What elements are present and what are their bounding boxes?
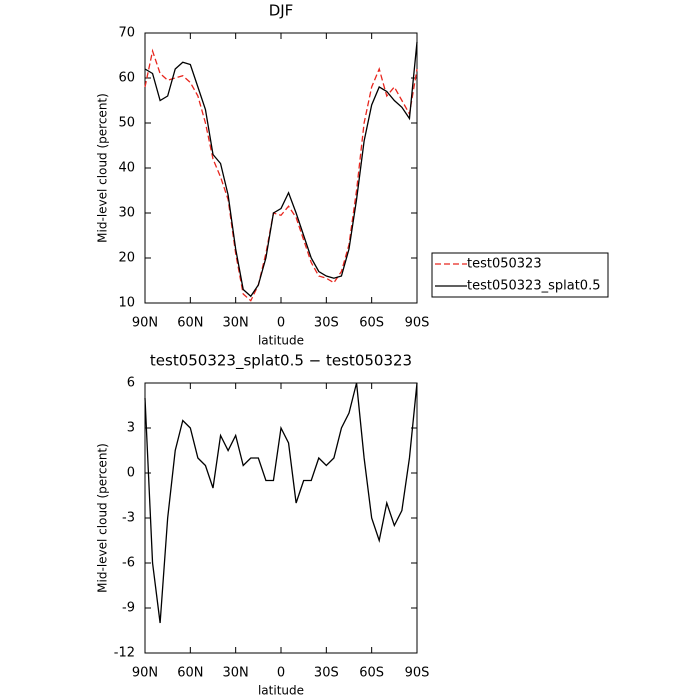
y-tick-label: -9 — [122, 601, 135, 616]
plot-frame — [144, 32, 418, 304]
x-tick-label: 90N — [132, 666, 158, 681]
y-tick-label: 20 — [118, 251, 135, 266]
data-line — [144, 48, 418, 302]
y-axis-label: Mid-level cloud (percent) — [96, 93, 110, 243]
y-tick-label: 50 — [118, 116, 135, 131]
y-tick-label: 0 — [127, 466, 135, 481]
x-axis-label: latitude — [258, 684, 304, 698]
x-tick-label: 0 — [277, 316, 285, 331]
y-tick-label: 30 — [118, 206, 135, 221]
x-tick-label: 90S — [405, 316, 430, 331]
y-tick-label: -6 — [122, 556, 135, 571]
x-tick-label: 60N — [177, 316, 203, 331]
x-tick-label: 30S — [314, 666, 339, 681]
x-tick-label: 60S — [359, 666, 384, 681]
x-tick-label: 60S — [359, 316, 384, 331]
y-tick-label: 40 — [118, 161, 135, 176]
y-axis-label: Mid-level cloud (percent) — [96, 443, 110, 593]
legend-label: test050323 — [467, 257, 542, 272]
y-tick-label: 3 — [127, 421, 135, 436]
x-tick-label: 30N — [223, 666, 249, 681]
legend-label: test050323_splat0.5 — [467, 279, 600, 294]
y-tick-label: 6 — [127, 376, 135, 391]
x-tick-label: 90N — [132, 316, 158, 331]
chart-title: test050323_splat0.5 − test050323 — [150, 352, 412, 371]
y-tick-label: 60 — [118, 71, 135, 86]
data-line — [144, 382, 418, 624]
y-tick-label: 10 — [118, 296, 135, 311]
x-tick-label: 90S — [405, 666, 430, 681]
legend-box — [431, 252, 609, 298]
data-line — [144, 41, 418, 298]
y-tick-label: 70 — [118, 26, 135, 41]
y-tick-label: -3 — [122, 511, 135, 526]
x-tick-label: 60N — [177, 666, 203, 681]
chart-title: DJF — [269, 2, 294, 20]
x-tick-label: 30S — [314, 316, 339, 331]
y-tick-label: -12 — [114, 646, 135, 661]
x-tick-label: 30N — [223, 316, 249, 331]
x-tick-label: 0 — [277, 666, 285, 681]
x-axis-label: latitude — [258, 334, 304, 348]
